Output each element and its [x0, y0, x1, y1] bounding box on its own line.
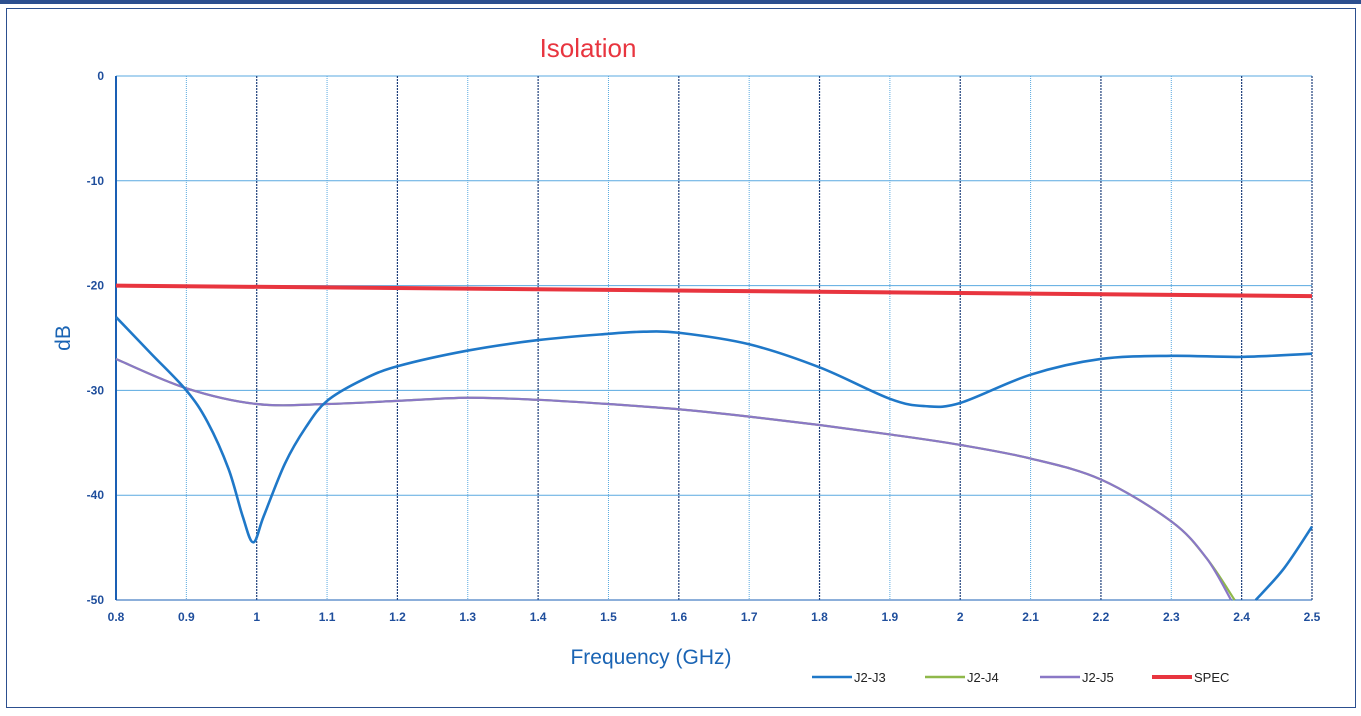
axes — [115, 76, 1312, 601]
major-gridlines — [256, 76, 1313, 600]
y-tick-label: -10 — [87, 174, 105, 188]
x-axis-label: Frequency (GHz) — [570, 646, 731, 669]
legend: J2-J3 J2-J4 J2-J5 SPEC — [812, 670, 1229, 685]
x-tick-label: 1.4 — [530, 610, 547, 624]
x-tick-label: 0.8 — [108, 610, 125, 624]
chart-title: Isolation — [540, 33, 637, 63]
y-tick-label: -20 — [87, 279, 105, 293]
x-tick-label: 2.3 — [1163, 610, 1180, 624]
y-tick-label: 0 — [97, 69, 104, 83]
series-line-spec — [115, 283, 1313, 299]
legend-label-j2-j4: J2-J4 — [967, 670, 999, 685]
series-lines — [115, 283, 1314, 601]
chart-frame — [6, 8, 1356, 708]
minor-gridlines — [116, 75, 1312, 600]
x-tick-label: 1.8 — [811, 610, 828, 624]
series-line-j2-j3 — [115, 316, 1313, 544]
x-tick-labels: 0.8 0.9 1 1.1 1.2 1.3 1.4 1.5 1.6 1.7 1.8 1.9 2 2.1 2.… — [108, 610, 1321, 624]
y-tick-label: -30 — [87, 383, 105, 397]
top-border — [0, 0, 1361, 4]
y-tick-label: -40 — [87, 488, 105, 502]
x-tick-label: 2.5 — [1304, 610, 1321, 624]
y-tick-label: -50 — [87, 593, 105, 607]
x-tick-label: 2.4 — [1233, 610, 1250, 624]
x-tick-label: 1.6 — [670, 610, 687, 624]
legend-label-j2-j3: J2-J3 — [854, 670, 886, 685]
legend-label-j2-j5: J2-J5 — [1082, 670, 1114, 685]
legend-label-spec: SPEC — [1194, 670, 1229, 685]
y-axis-label: dB — [52, 325, 75, 351]
x-tick-label: 1.1 — [319, 610, 336, 624]
y-tick-labels: 0 -10 -20 -30 -40 -50 — [87, 69, 105, 607]
x-tick-label: 1.7 — [741, 610, 758, 624]
x-tick-label: 1.9 — [882, 610, 899, 624]
x-tick-label: 1.2 — [389, 610, 406, 624]
x-tick-label: 2.1 — [1022, 610, 1039, 624]
series-line-j2-j4 — [115, 357, 1236, 601]
x-tick-label: 2 — [957, 610, 964, 624]
x-tick-label: 1.3 — [459, 610, 476, 624]
x-tick-label: 2.2 — [1093, 610, 1110, 624]
x-tick-label: 1.5 — [600, 610, 617, 624]
series-line-j2-j3-upper-band- — [1254, 525, 1314, 601]
x-tick-label: 1 — [253, 610, 260, 624]
series-line-j2-j5 — [115, 357, 1233, 601]
x-tick-label: 0.9 — [178, 610, 195, 624]
